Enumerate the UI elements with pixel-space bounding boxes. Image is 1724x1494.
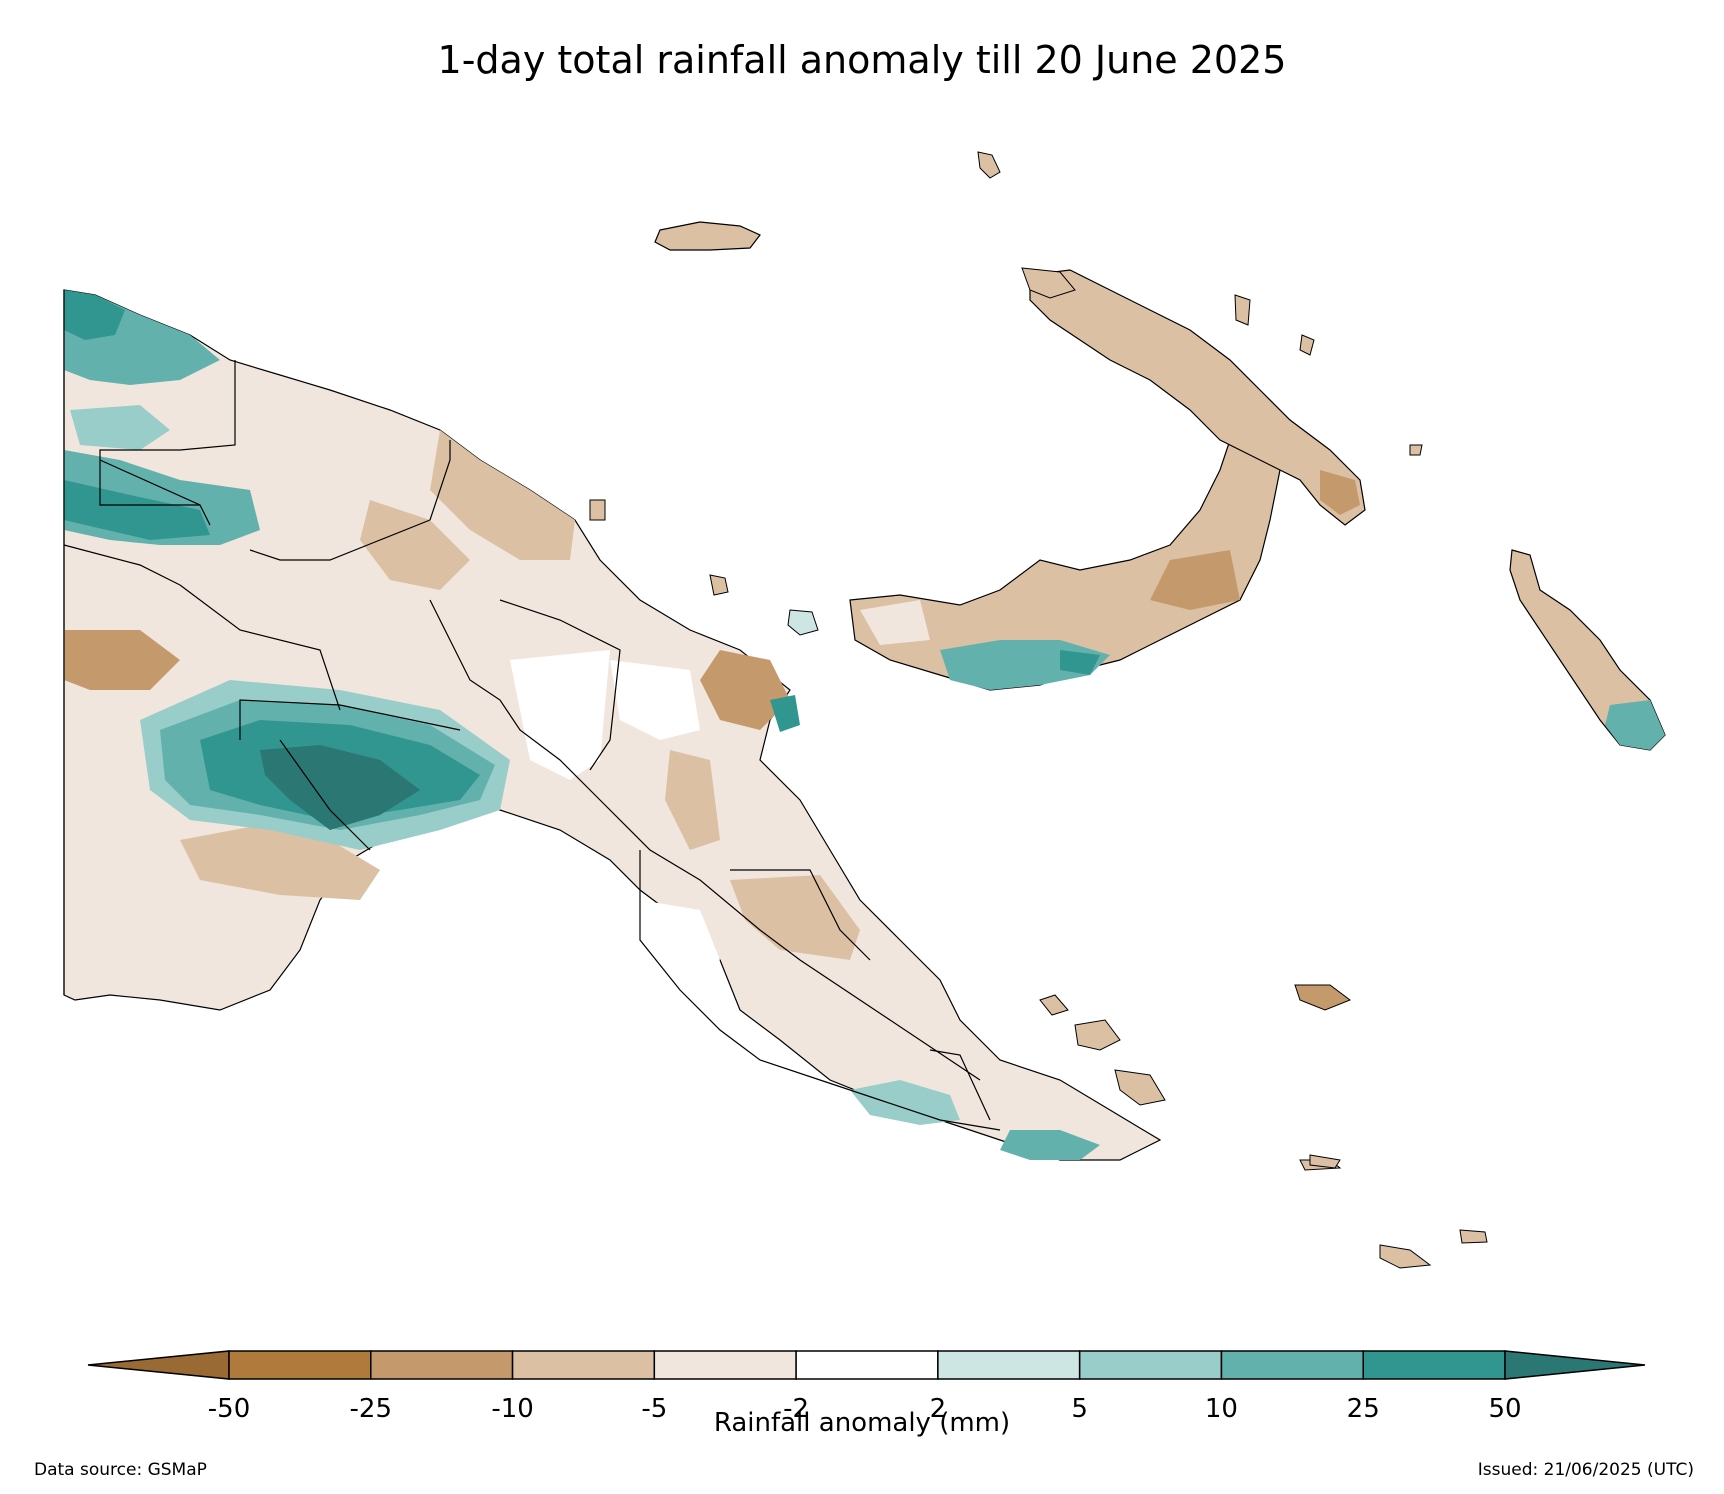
colorbar: -50 -25 -10 -5 -2 2 5 10 25 50 [87, 1350, 1646, 1424]
west-dry-patch [64, 630, 180, 690]
island-sudest [1379, 1244, 1432, 1269]
island-feni [1409, 444, 1423, 456]
island-goodenough [1039, 994, 1069, 1016]
colorbar-bin [228, 1350, 372, 1380]
nw-wet-core [64, 290, 125, 340]
manus-island [654, 221, 761, 251]
province-boundaries [63, 290, 1001, 1131]
island-karkar [589, 499, 606, 521]
island-rossel [1459, 1229, 1488, 1244]
colorbar-bin [1362, 1350, 1506, 1380]
island-mussau [977, 151, 1001, 179]
issued-date-note: Issued: 21/06/2025 (UTC) [1477, 1460, 1694, 1480]
colorbar-tick-label: -25 [350, 1394, 392, 1424]
north-coast-dry [430, 430, 575, 560]
new-britain-west-light [860, 600, 930, 645]
west-light-wet [70, 405, 170, 450]
morobe-dry [665, 750, 720, 850]
island-lihir [1234, 294, 1251, 326]
colorbar-tick-label: 2 [930, 1394, 947, 1424]
southwest-dry-zone [180, 825, 380, 900]
island-misima [1309, 1154, 1341, 1169]
new-britain [849, 439, 1281, 691]
island-long [787, 609, 819, 636]
papua-south-wet [850, 1080, 960, 1125]
colorbar-bin [511, 1350, 656, 1380]
mainland-png [63, 289, 1162, 1161]
huon-dry [700, 650, 790, 730]
highlands-neutral [510, 650, 610, 780]
bougainville [1509, 549, 1666, 751]
map-title: 1-day total rainfall anomaly till 20 Jun… [437, 38, 1287, 82]
colorbar-tick-label: 5 [1071, 1394, 1088, 1424]
island-trobriand [1294, 984, 1352, 1011]
colorbar-tick-label: -50 [208, 1394, 250, 1424]
central-province-neutral [640, 900, 720, 990]
small-islands [589, 151, 1488, 1269]
new-ireland [1029, 269, 1366, 526]
data-source-note: Data source: GSMaP [34, 1460, 207, 1480]
colorbar-tick-label: 50 [1488, 1394, 1521, 1424]
east-neutral [610, 660, 700, 740]
island-umboi [709, 574, 729, 596]
colorbar-tick-label: 10 [1205, 1394, 1238, 1424]
colorbar-bin [795, 1350, 939, 1380]
colorbar-tick-label: -10 [491, 1394, 533, 1424]
colorbar-bin [937, 1350, 1081, 1380]
bougainville-south-wet [1605, 700, 1665, 750]
new-britain-base [849, 439, 1281, 691]
oro-dry [730, 875, 860, 960]
colorbar-bin [1220, 1350, 1364, 1380]
colorbar-bin [1078, 1350, 1223, 1380]
colorbar-extend-high [1504, 1350, 1646, 1380]
colorbar-label: Rainfall anomaly (mm) [713, 1408, 1011, 1438]
central-dry [360, 500, 470, 590]
new-britain-east-dry [1150, 550, 1240, 610]
colorbar-tick-label: -2 [783, 1394, 809, 1424]
new-britain-south-core [1060, 650, 1100, 675]
new-ireland-south-dry [1320, 470, 1360, 515]
huon-wet-tip [770, 695, 800, 732]
milne-bay-wet [1000, 1130, 1100, 1160]
colorbar-bin [653, 1350, 797, 1380]
island-dentrecasteaux-b [1114, 1069, 1166, 1106]
new-ireland-base [1029, 269, 1366, 526]
fly-river-wet-extreme [260, 745, 420, 830]
colorbar-bin [370, 1350, 514, 1380]
island-new-hanover [1021, 267, 1076, 299]
island-dentrecasteaux-a [1074, 1019, 1121, 1051]
colorbar-tick-label: -5 [641, 1394, 667, 1424]
island-tabar [1299, 334, 1315, 356]
colorbar-tick-label: 25 [1347, 1394, 1380, 1424]
colorbar-extend-low [87, 1350, 230, 1380]
